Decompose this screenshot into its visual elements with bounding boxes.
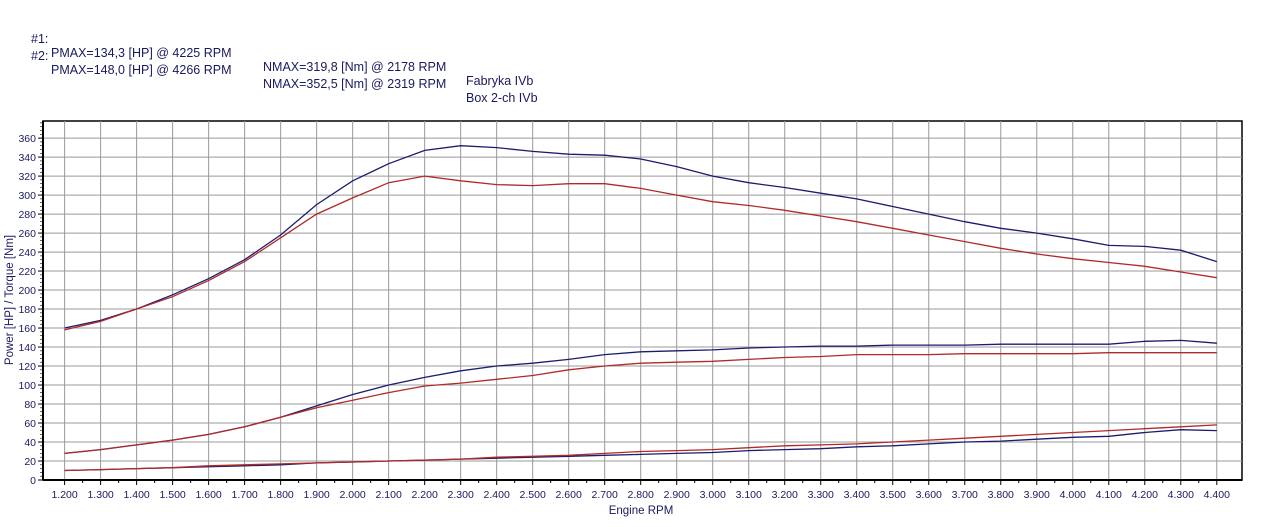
x-tick-label: 3.300 [808, 489, 834, 501]
x-tick-label: 2.000 [340, 489, 366, 501]
x-tick-label: 1.500 [159, 489, 185, 501]
x-tick-label: 2.400 [484, 489, 510, 501]
x-tick-label: 3.100 [736, 489, 762, 501]
x-tick-label: 3.600 [916, 489, 942, 501]
x-tick-label: 4.200 [1132, 489, 1158, 501]
x-tick-label: 2.700 [592, 489, 618, 501]
y-tick-label: 40 [24, 437, 36, 449]
pmax-text: PMAX=148,0 [HP] @ 4266 RPM [51, 63, 232, 77]
x-tick-label: 4.300 [1168, 489, 1194, 501]
plot-area [42, 120, 1243, 481]
x-tick-label: 1.700 [231, 489, 257, 501]
run-id: #1: [31, 32, 49, 46]
x-tick-label: 2.600 [556, 489, 582, 501]
pmax-text: PMAX=134,3 [HP] @ 4225 RPM [51, 46, 232, 60]
y-tick-label: 340 [18, 152, 36, 164]
y-tick-label: 300 [18, 190, 36, 202]
x-tick-label: 4.000 [1060, 489, 1086, 501]
series--1-power [64, 352, 1217, 455]
x-tick-label: 2.200 [412, 489, 438, 501]
x-tick-label: 1.900 [304, 489, 330, 501]
legend-header: #1: PMAX=134,3 [HP] @ 4225 RPM NMAX=319,… [31, 18, 591, 105]
nmax-text: NMAX=319,8 [Nm] @ 2178 RPM [263, 60, 447, 74]
run-id: #2: [31, 49, 49, 63]
series--1-torque [64, 175, 1217, 331]
x-tick-label: 4.400 [1204, 489, 1230, 501]
y-tick-label: 80 [24, 399, 36, 411]
y-tick-label: 140 [18, 342, 36, 354]
y-tick-label: 180 [18, 304, 36, 316]
x-axis-label: Engine RPM [609, 505, 674, 517]
y-tick-label: 260 [18, 228, 36, 240]
y-tick-label: 360 [18, 133, 36, 145]
y-tick-label: 240 [18, 247, 36, 259]
y-tick-label: 20 [24, 456, 36, 468]
run-name: Box 2-ch IVb [466, 91, 538, 105]
x-tick-label: 3.000 [700, 489, 726, 501]
x-tick-label: 1.600 [195, 489, 221, 501]
y-tick-label: 220 [18, 266, 36, 278]
y-tick-label: 320 [18, 171, 36, 183]
y-tick-label: 0 [30, 475, 36, 487]
x-tick-label: 3.700 [952, 489, 978, 501]
x-tick-label: 2.500 [520, 489, 546, 501]
grid [42, 120, 1243, 481]
y-tick-label: 280 [18, 209, 36, 221]
run-name: Fabryka IVb [466, 74, 534, 88]
legend-row-2: #2: PMAX=148,0 [HP] @ 4266 RPM NMAX=352,… [31, 35, 538, 119]
series--2-loss [64, 429, 1217, 472]
x-tick-label: 1.200 [51, 489, 77, 501]
y-tick-label: 100 [18, 380, 36, 392]
x-tick-label: 1.300 [87, 489, 113, 501]
legend-row-1: #1: PMAX=134,3 [HP] @ 4225 RPM NMAX=319,… [31, 18, 533, 102]
x-tick-label: 3.900 [1024, 489, 1050, 501]
series-lines [64, 145, 1217, 472]
y-tick-label: 200 [18, 285, 36, 297]
axes: 1.200 1.300 1.400 1.500 1.600 1.700 1.800 1.900… [18, 121, 1242, 501]
x-tick-label: 4.100 [1096, 489, 1122, 501]
y-tick-label: 160 [18, 323, 36, 335]
series--1-loss [64, 424, 1217, 472]
x-tick-label: 3.800 [988, 489, 1014, 501]
y-tick-label: 60 [24, 418, 36, 430]
series--2-torque [64, 145, 1217, 329]
nmax-text: NMAX=352,5 [Nm] @ 2319 RPM [263, 77, 447, 91]
x-tick-label: 2.300 [448, 489, 474, 501]
x-tick-label: 3.500 [880, 489, 906, 501]
x-tick-label: 1.800 [267, 489, 293, 501]
x-tick-label: 3.200 [772, 489, 798, 501]
x-tick-label: 1.400 [123, 489, 149, 501]
x-tick-label: 2.100 [376, 489, 402, 501]
x-tick-label: 3.400 [844, 489, 870, 501]
y-tick-label: 120 [18, 361, 36, 373]
x-tick-label: 2.800 [628, 489, 654, 501]
x-tick-label: 2.900 [664, 489, 690, 501]
y-axis-label: Power [HP] / Torque [Nm] [4, 235, 16, 365]
